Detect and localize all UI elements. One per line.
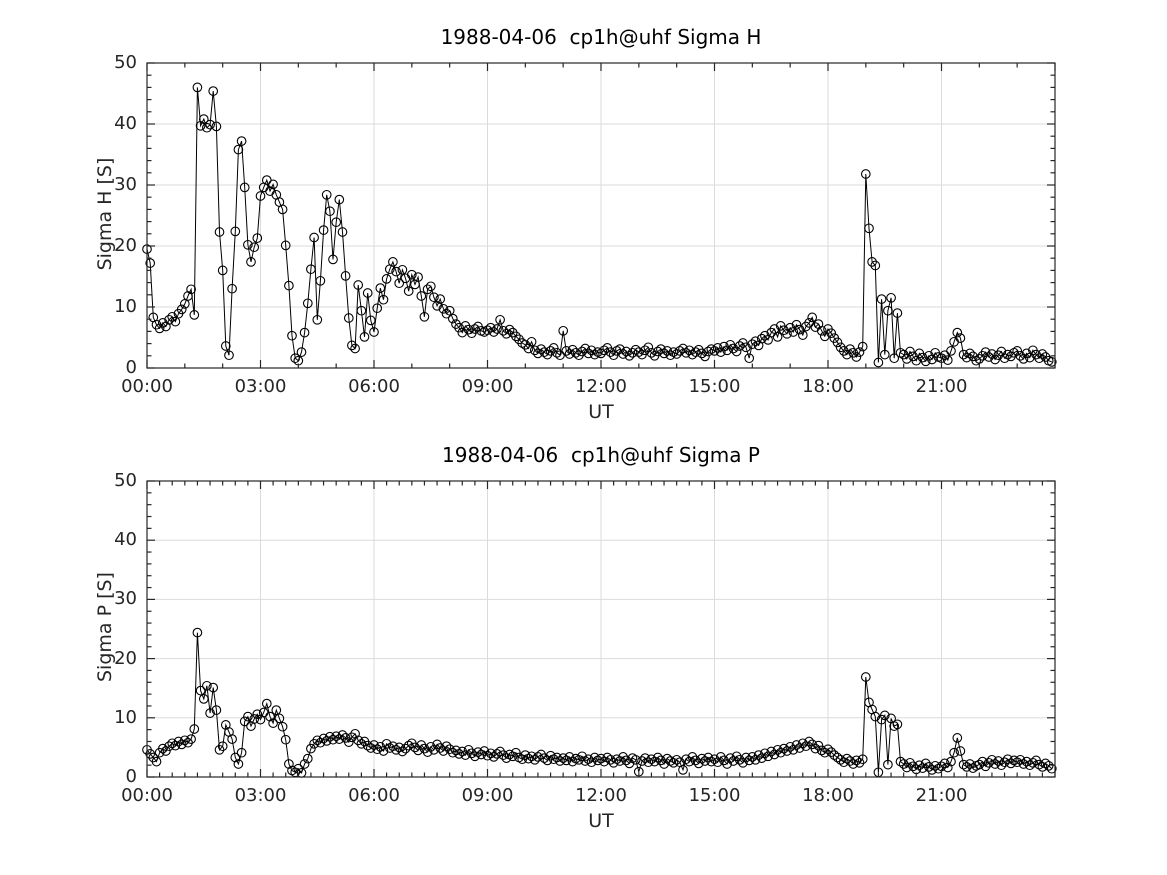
sigma-h-xtick-0600: 06:00 <box>348 376 400 397</box>
sigma-h-ytick-40: 40 <box>114 113 137 134</box>
sigma-h-xtick-1800: 18:00 <box>802 376 854 397</box>
sigma-h-xtick-0000: 00:00 <box>121 376 173 397</box>
sigma-p-ytick-10: 10 <box>114 706 137 728</box>
sigma-p-ytick-30: 30 <box>114 588 137 610</box>
sigma-p-xtick-1800: 18:00 <box>802 785 854 806</box>
sigma-h-ytick-20: 20 <box>114 235 137 256</box>
sigma-p-ytick-20: 20 <box>114 647 137 669</box>
sigma-p-title: 1988-04-06 cp1h@uhf Sigma P <box>442 443 760 467</box>
sigma-h-x-axis-label: UT <box>588 401 614 423</box>
sigma-h-ytick-30: 30 <box>114 174 137 195</box>
sigma-h-plot-area <box>142 62 1057 369</box>
sigma-h-ytick-10: 10 <box>114 296 137 317</box>
sigma-h-title: 1988-04-06 cp1h@uhf Sigma H <box>440 25 762 49</box>
sigma-p-xtick-2100: 21:00 <box>915 785 968 806</box>
sigma-p-xtick-1500: 15:00 <box>688 785 741 806</box>
sigma-p-xtick-1200: 12:00 <box>575 785 627 806</box>
sigma-p-ytick-40: 40 <box>114 529 137 551</box>
sigma-h-y-axis-label: Sigma H [S] <box>94 157 116 270</box>
sigma-p-ytick-0: 0 <box>125 766 137 787</box>
sigma-p-xtick-0000: 00:00 <box>121 785 173 806</box>
sigma-p-xtick-0300: 03:00 <box>234 785 287 806</box>
sigma-p-xtick-0600: 06:00 <box>348 785 400 806</box>
sigma-p-xtick-0900: 09:00 <box>461 785 514 806</box>
sigma-h-xtick-0900: 09:00 <box>461 376 514 397</box>
sigma-h-xtick-2100: 21:00 <box>915 376 968 397</box>
sigma-h-xtick-0300: 03:00 <box>234 376 287 397</box>
sigma-p-x-axis-label: UT <box>588 810 614 832</box>
sigma-p-ytick-50: 50 <box>114 470 137 491</box>
sigma-h-xtick-1200: 12:00 <box>575 376 627 397</box>
sigma-h-xtick-1500: 15:00 <box>688 376 741 397</box>
sigma-p-y-axis-label: Sigma P [S] <box>94 572 116 682</box>
sigma-p-plot-area <box>142 480 1057 778</box>
sigma-h-ytick-0: 0 <box>125 357 137 378</box>
sigma-h-ytick-50: 50 <box>114 52 137 73</box>
